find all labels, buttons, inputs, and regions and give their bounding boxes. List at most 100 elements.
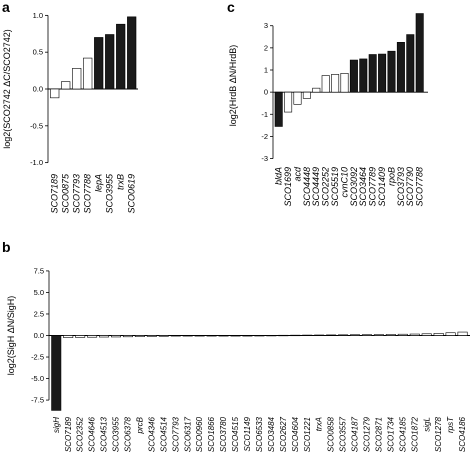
bar-SCO3955 [105,34,115,90]
bar-acd [293,91,302,105]
y-tick-label: -2.5 [31,353,44,362]
category-label: SCO4514 [159,416,168,452]
bar-SCO5519 [331,74,340,93]
bar-SCO7790 [406,34,415,93]
category-label: SCO3484 [267,416,276,452]
category-label: trxA [315,417,324,431]
category-label: rpsT [446,416,455,433]
bar-SCO7789 [368,54,377,93]
y-tick-label: -3 [261,154,268,163]
bar-SCO1699 [284,91,293,113]
category-label: SCO3780 [219,416,228,452]
bar-SCO3092 [349,59,358,93]
bar-SCO4185 [397,333,408,336]
category-label: SCO3955 [105,173,115,214]
y-tick-label: 0 [264,88,268,97]
category-label: bldA [274,167,284,185]
bar-SCO2352 [75,335,86,338]
category-label: sigH [52,417,61,433]
category-label: SCO2252 [321,167,331,207]
category-label: SCO2871 [374,417,383,452]
panel-label-b: b [2,239,11,255]
category-label: SCO4186 [458,416,467,452]
y-tick-label: 2.5 [34,309,44,318]
bar-SCO1279 [361,334,372,336]
category-label: SCO6378 [124,416,133,452]
category-label: SCO4604 [291,416,300,452]
category-label: SCO6317 [183,416,192,452]
bar-SCO1872 [409,333,420,336]
category-label: SCO3464 [358,167,368,207]
category-label: SCO4515 [231,416,240,452]
bar-SCO1409 [378,53,387,93]
bar-SCO4514 [158,335,169,337]
bar-SCO1734 [385,334,396,336]
bar-cvnC10 [340,73,349,93]
category-label: SCO1699 [283,167,293,207]
category-label: trxB [116,174,126,190]
category-label: SCO0858 [327,416,336,452]
bar-SCO0875 [61,81,71,90]
category-label: SCO7793 [171,416,180,452]
bar-lepA [94,37,104,90]
bar-SCO6533 [254,335,265,337]
bar-SCO0858 [326,334,337,336]
chart-panel-c: -3 -2 -1 0 1 2 3 log2(HrdB ΔN/HrdB) bldA SCO1699 a… [228,13,428,207]
category-label: SCO2627 [279,416,288,452]
bar-SCO3484 [266,335,277,337]
bar-rpoB [387,50,396,93]
y-tick-label: 2 [264,43,268,52]
bar-SCO2871 [373,334,384,336]
category-label: SCO7788 [415,167,425,207]
y-tick-label: -1.0 [30,158,43,167]
bar-SCO2627 [278,334,289,337]
category-label: SCO2352 [76,416,85,452]
bar-trxA [314,334,325,336]
bar-SCO4604 [290,334,301,337]
y-axis-label: log2(SigH ΔN/SigH) [6,296,16,376]
bar-SCO1278 [433,333,444,336]
y-tick-label: 7.5 [34,266,44,275]
bar-SCO3793 [396,42,405,93]
bar-SCO4448 [302,91,311,99]
bar-rpsT [445,332,456,336]
bar-SCO4186 [457,331,468,336]
bar-SCO0619 [127,16,137,90]
bar-bldA [274,91,283,127]
category-label: rpoB [386,167,396,186]
bar-SCO3955 [111,335,122,338]
category-label: SCO0875 [61,173,71,214]
bar-sigL [421,333,432,336]
category-label: SCO4448 [302,167,312,207]
category-label: SCO4449 [311,167,321,207]
bar-SCO4187 [349,334,360,336]
category-label: SCO3092 [349,167,359,207]
y-tick-label: -0.5 [30,121,43,130]
y-tick-label: 0.0 [33,85,43,94]
category-label: SCO4513 [100,416,109,452]
bar-SCO0960 [194,335,205,337]
bar-SCO4515 [230,335,241,337]
chart-panel-b: -7.5 -5.0 -2.5 0.0 2.5 5.0 7.5 log2(SigH ΔN/Sig… [6,266,470,452]
y-tick-label: 0.5 [33,48,43,57]
y-tick-label: 3 [264,21,268,30]
y-tick-label: 1.0 [33,11,43,20]
category-label: sigL [422,417,431,432]
category-label: SCO1872 [410,416,419,452]
category-label: SCO4346 [147,416,156,452]
category-label: SCO7790 [405,167,415,207]
chart-panel-a: -1.0 -0.5 0.0 0.5 1.0 log2(SCO2742 ΔC/SCO2742… [2,11,138,214]
category-label: SCO1409 [377,167,387,207]
bar-SCO7189 [50,88,60,99]
category-label: prcB [135,416,144,434]
bar-SCO7788 [415,13,424,93]
category-label: SCO1221 [303,417,312,452]
y-axis-label: log2(SCO2742 ΔC/SCO2742) [2,29,12,149]
y-tick-label: -2 [261,132,268,141]
y-tick-label: 1 [264,66,268,75]
bar-SCO2252 [321,75,330,93]
y-tick-label: 5.0 [34,288,44,297]
y-tick-label: -7.5 [31,396,44,405]
bar-SCO4646 [87,335,98,338]
